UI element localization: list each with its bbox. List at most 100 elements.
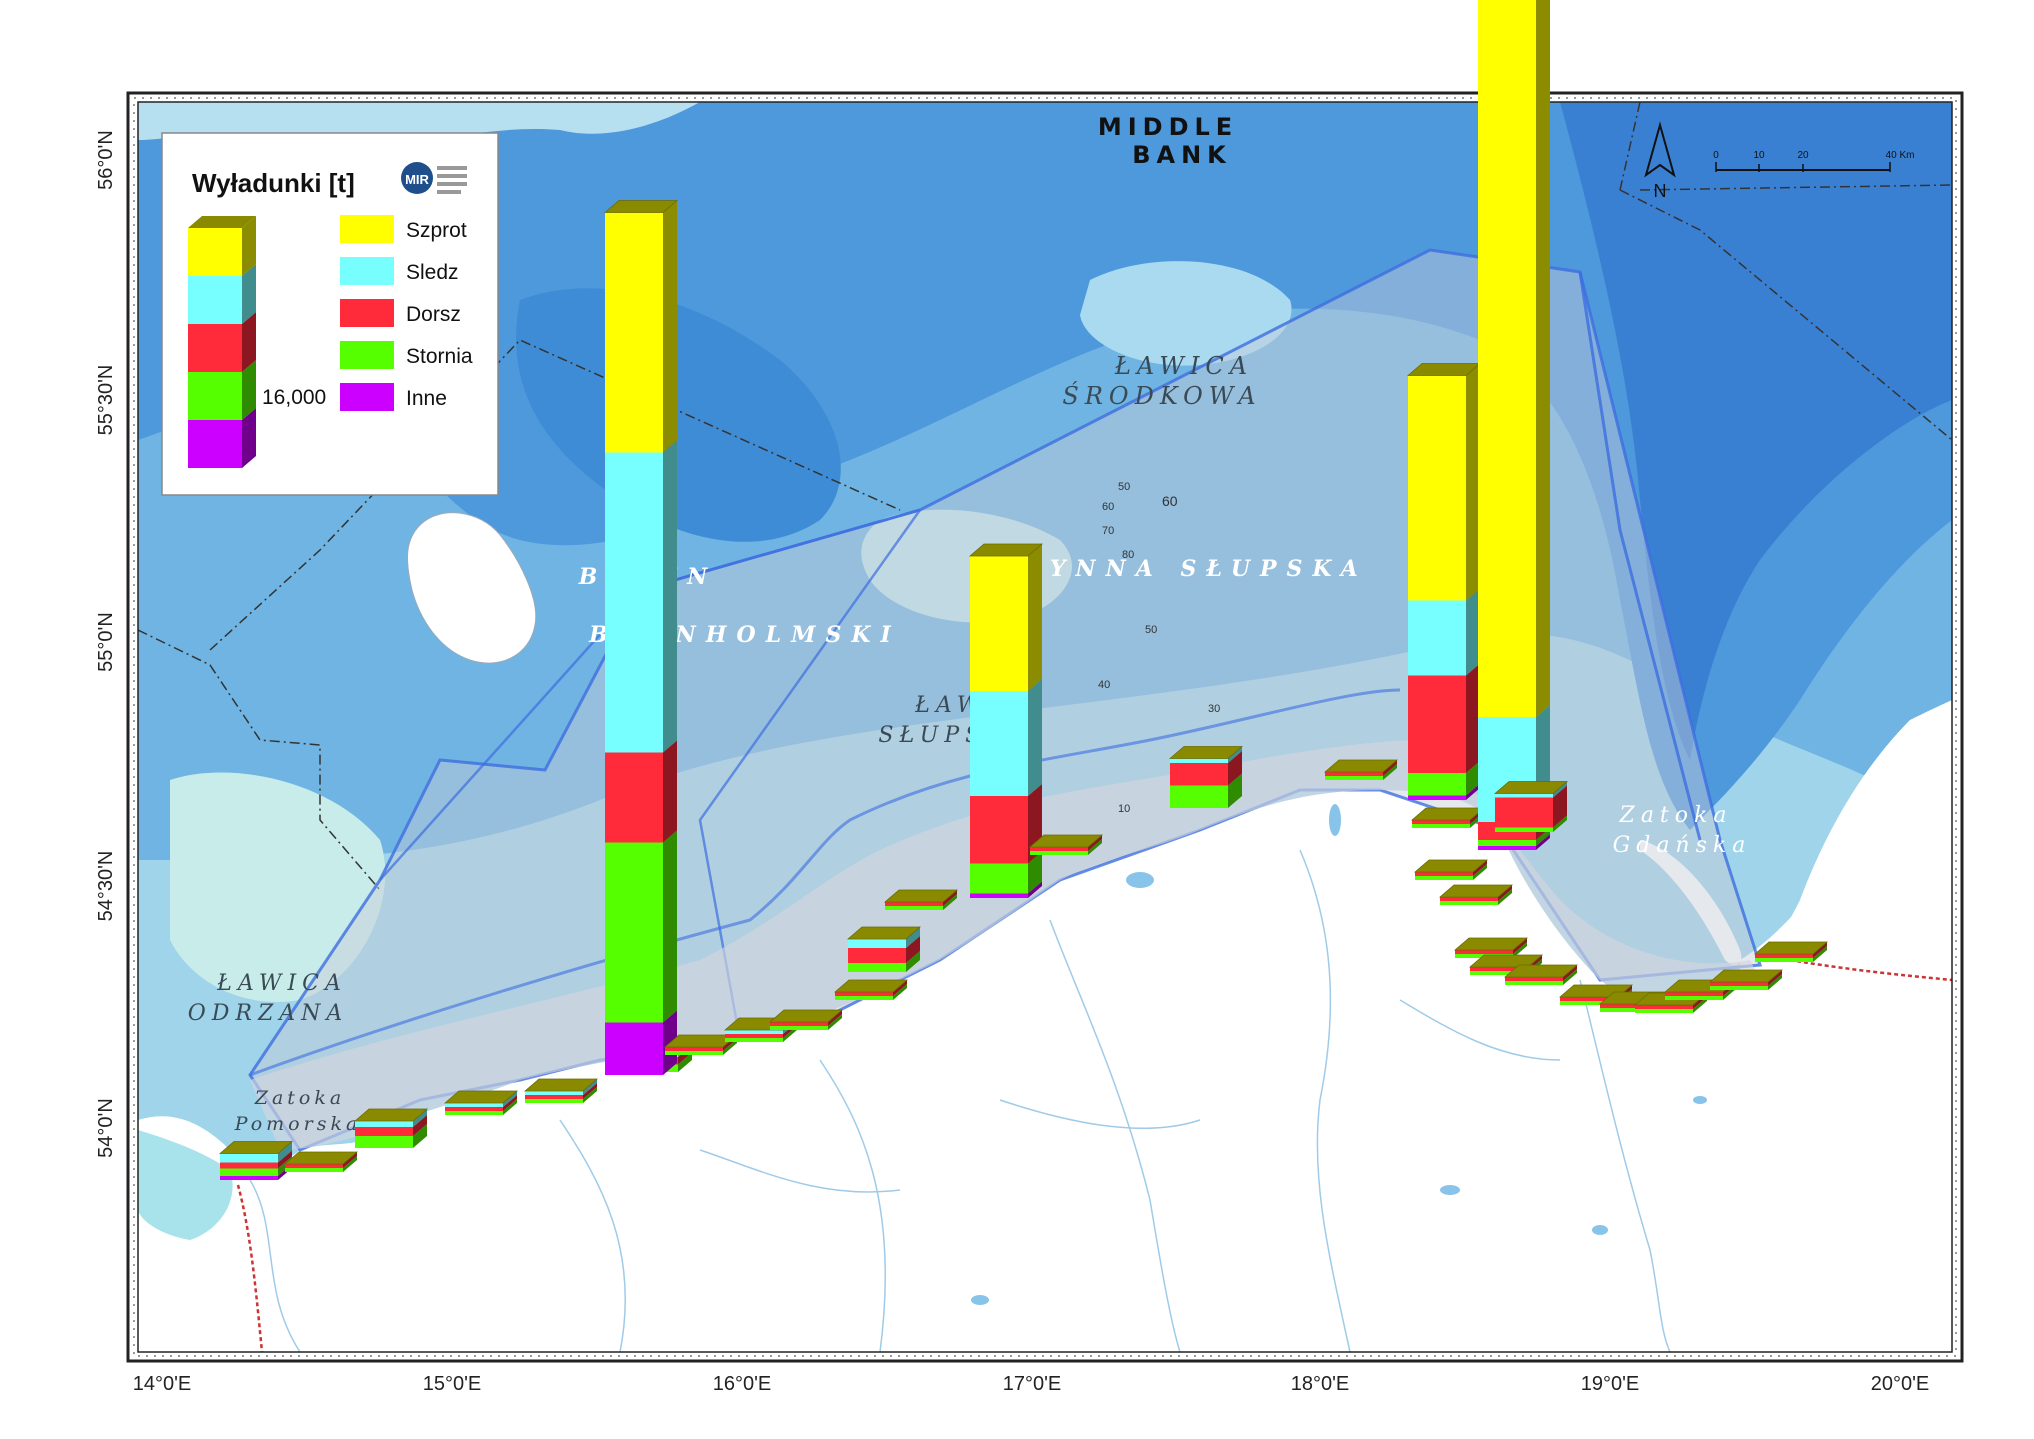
- bar-side-stornia: [1088, 839, 1102, 855]
- bar-p14: [968, 543, 1044, 898]
- bar-segment-inne: [220, 1176, 278, 1180]
- bar-segment-stornia: [355, 1136, 413, 1148]
- bar-side-dorsz: [503, 1095, 517, 1111]
- bar-segment-dorsz: [1325, 772, 1383, 776]
- bar-segment-dorsz: [1415, 872, 1473, 876]
- bar-p17: [1323, 759, 1399, 780]
- poland-land: [138, 700, 1952, 1352]
- bar-p11: [833, 979, 909, 1000]
- legend-swatch-sledz: [340, 257, 394, 285]
- legend-bar-side: [242, 360, 256, 420]
- lat-label: 56°0'N: [95, 130, 117, 190]
- depth-label: 80: [1122, 549, 1134, 561]
- lon-label: 17°0'E: [1003, 1373, 1062, 1395]
- bar-side-dorsz: [583, 1083, 597, 1099]
- bar-side-szprot: [1466, 363, 1480, 601]
- bar-side-stornia: [1768, 974, 1782, 990]
- zatoka-pomorska-label: Zatoka: [254, 1087, 345, 1109]
- legend-label-stornia: Stornia: [406, 345, 473, 368]
- place-names: MIDDLE BANK ŁAWICA ŚRODKOWA RYNNA SŁUPSK…: [188, 113, 1746, 1135]
- gdansk-zone-boundary: [1578, 271, 1702, 841]
- lon-label: 16°0'E: [713, 1373, 772, 1395]
- depth-label: 30: [1208, 703, 1220, 715]
- bar-segment-dorsz: [1412, 820, 1470, 824]
- lon-label: 15°0'E: [423, 1373, 482, 1395]
- bar-side-stornia: [723, 1039, 737, 1055]
- bar-segment-dorsz: [970, 796, 1028, 864]
- bar-side-stornia: [343, 1156, 357, 1172]
- bar-p21: [1493, 781, 1569, 832]
- bar-top: [283, 1151, 359, 1165]
- bar-p15: [1028, 834, 1104, 855]
- bar-p22: [1413, 859, 1489, 880]
- bar-segment-dorsz: [1495, 797, 1553, 828]
- scale-label: 40 Km: [1886, 150, 1915, 161]
- bar-side-sledz: [1228, 746, 1242, 763]
- lawica-odrzana-label: ŁAWICA: [216, 971, 347, 996]
- bar-side-szprot: [1536, 0, 1550, 717]
- lawica-srodkowa-label: ŁAWICA: [1114, 352, 1253, 380]
- depth-label: 10: [1118, 803, 1130, 815]
- depth-label: 40: [1098, 679, 1110, 691]
- bar-side-stornia: [678, 1052, 692, 1072]
- bar-segment-stornia: [848, 963, 906, 972]
- bar-p2: [283, 1151, 359, 1172]
- bar-side-stornia: [828, 1014, 842, 1030]
- bar-top: [443, 1090, 519, 1104]
- bar-segment-sledz: [1170, 758, 1228, 763]
- bar-side-stornia: [1513, 942, 1527, 958]
- bar-top: [833, 979, 909, 993]
- bar-side-sledz: [503, 1091, 517, 1107]
- legend-swatch-dorsz: [340, 299, 394, 327]
- legend-label-szprot: Szprot: [406, 219, 467, 242]
- bar-segment-dorsz: [1665, 992, 1723, 996]
- bar-top: [1708, 969, 1784, 983]
- bar-segment-stornia: [1478, 840, 1536, 846]
- bar-segment-dorsz: [355, 1127, 413, 1136]
- bar-segment-dorsz: [1470, 967, 1528, 971]
- bar-top: [1468, 954, 1544, 968]
- bar-top: [1413, 859, 1489, 873]
- bar-segment-stornia: [835, 996, 893, 1000]
- bar-top: [883, 889, 959, 903]
- scale-bar: 0 10 20 40 Km: [1713, 150, 1914, 172]
- bar-side-dorsz: [1383, 760, 1397, 776]
- rivers: [249, 849, 1671, 1352]
- bar-segment-szprot: [1408, 375, 1466, 601]
- bar-side-dorsz: [1553, 785, 1567, 828]
- bar-segment-dorsz: [848, 948, 906, 963]
- bar-segment-stornia: [1710, 986, 1768, 990]
- lat-label: 55°0'N: [95, 612, 117, 672]
- bar-side-stornia: [1473, 864, 1487, 880]
- legend-scale-value: 16,000: [262, 386, 326, 409]
- bar-side-dorsz: [828, 1010, 842, 1026]
- bar-top: [1438, 884, 1514, 898]
- north-arrow: N: [1644, 121, 1676, 201]
- bar-side-stornia: [1553, 815, 1567, 832]
- bar-p4: [443, 1090, 519, 1115]
- bar-segment-sledz: [525, 1091, 583, 1095]
- legend-bar-side: [242, 264, 256, 324]
- bar-side-sledz: [906, 927, 920, 948]
- bar-segment-dorsz: [770, 1022, 828, 1026]
- bar-segment-stornia: [1440, 901, 1498, 905]
- bar-p13: [883, 889, 959, 910]
- bar-side-dorsz: [1813, 942, 1827, 958]
- bar-segment-dorsz: [220, 1162, 278, 1169]
- bar-p3: [353, 1108, 429, 1148]
- bar-segment-sledz: [725, 1030, 783, 1034]
- bar-segment-stornia: [1755, 958, 1813, 962]
- bar-segment-stornia: [1470, 971, 1528, 975]
- bar-side-inne: [1536, 834, 1550, 850]
- middle-bank-label: BANK: [1132, 141, 1232, 169]
- bar-p18: [1406, 363, 1482, 800]
- bar-segment-dorsz: [285, 1164, 343, 1168]
- bar-side-stornia: [943, 894, 957, 910]
- bar-segment-dorsz: [1030, 847, 1088, 851]
- bar-top: [1168, 746, 1244, 759]
- bar-segment-stornia: [725, 1038, 783, 1042]
- lon-label: 18°0'E: [1291, 1373, 1350, 1395]
- hel-peninsula: [1640, 840, 1742, 966]
- legend-label-sledz: Sledz: [406, 261, 459, 284]
